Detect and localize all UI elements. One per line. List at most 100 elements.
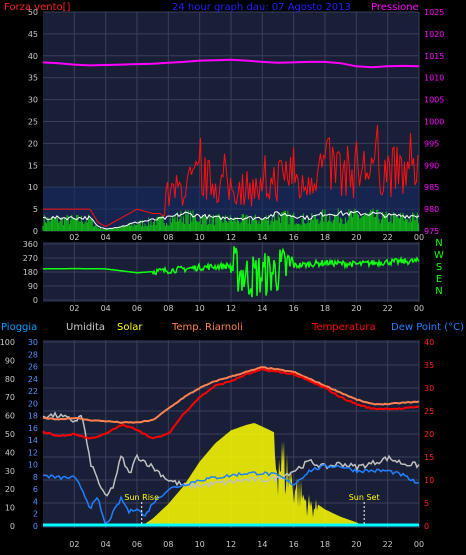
pressure-tick-label: 1020 — [424, 30, 444, 39]
wind-lines — [42, 58, 420, 230]
temperature-tick-label: 10 — [424, 476, 434, 485]
wind-x-tick-label: 14 — [257, 233, 267, 242]
humidity-series-line — [42, 411, 420, 497]
direction-x-tick-label: 00 — [414, 304, 424, 313]
humidity-tick-label: 30 — [28, 338, 38, 347]
pressure-tick-label: 985 — [424, 183, 439, 192]
direction-degree-ticks: 0 90 180 270 360 — [23, 240, 38, 305]
rain-tick-label: 100 — [0, 338, 15, 347]
humidity-tick-label: 8 — [33, 473, 38, 482]
pressure-tick-label: 975 — [424, 227, 439, 236]
direction-grid — [43, 242, 420, 302]
temperature-tick-label: 35 — [424, 361, 434, 370]
direction-x-tick-label: 12 — [226, 304, 236, 313]
direction-x-tick-label: 10 — [195, 304, 205, 313]
sun-annotations: Sun Rise Sun Set — [124, 493, 380, 524]
wind-x-tick-label: 06 — [132, 233, 142, 242]
wind-x-tick-label: 22 — [383, 233, 393, 242]
pressure-tick-label: 990 — [424, 161, 439, 170]
wind-tick-label: 0 — [33, 227, 38, 236]
direction-x-tick-label: 20 — [351, 304, 361, 313]
pressure-tick-label: 1005 — [424, 96, 444, 105]
gust-series-line — [43, 124, 419, 227]
compass-label: N — [435, 286, 442, 297]
legend-pioggia: Pioggia — [1, 322, 37, 333]
rain-tick-label: 50 — [5, 430, 15, 439]
wind-tick-label: 25 — [28, 118, 38, 127]
temperature-tick-label: 15 — [424, 453, 434, 462]
direction-x-ticks: 02 04 06 08 10 12 14 16 18 20 22 00 — [69, 304, 424, 313]
solar-area — [43, 423, 419, 526]
direction-x-tick-label: 22 — [383, 304, 393, 313]
rain-tick-label: 20 — [5, 485, 15, 494]
sunrise-label: Sun Rise — [124, 493, 159, 502]
temperature-x-tick-label: 00 — [414, 540, 424, 549]
direction-series-line — [43, 246, 420, 298]
pressure-tick-label: 1015 — [424, 52, 444, 61]
humidity-tick-label: 24 — [28, 375, 38, 384]
direction-x-tick-label: 18 — [320, 304, 330, 313]
pressure-tick-label: 1000 — [424, 118, 444, 127]
wind-x-tick-label: 16 — [289, 233, 299, 242]
wind-x-tick-label: 02 — [69, 233, 79, 242]
direction-x-tick-label: 02 — [69, 304, 79, 313]
pressure-right-ticks: 975 980 985 990 995 1000 1005 1010 1015 1020 1025 — [424, 8, 444, 236]
wind-tick-label: 50 — [28, 8, 38, 17]
temperature-tick-label: 5 — [424, 499, 429, 508]
rain-tick-label: 10 — [5, 504, 15, 513]
rain-tick-label: 60 — [5, 412, 15, 421]
temperature-x-tick-label: 02 — [69, 540, 79, 549]
rain-tick-label: 90 — [5, 356, 15, 365]
humidity-tick-label: 12 — [28, 448, 38, 457]
temperature-x-tick-label: 08 — [163, 540, 173, 549]
legend-solar: Solar — [117, 322, 143, 333]
wind-avg-series-line — [42, 210, 420, 230]
direction-tick-label: 0 — [33, 296, 38, 305]
legend-temp-riarnoli: Temp. Riarnoli — [171, 322, 243, 333]
pressure-tick-label: 1025 — [424, 8, 444, 17]
wind-tick-label: 10 — [28, 183, 38, 192]
humidity-tick-label: 4 — [33, 497, 38, 506]
wind-x-tick-label: 10 — [195, 233, 205, 242]
temperature-tick-label: 0 — [424, 522, 429, 531]
humidity-tick-label: 14 — [28, 436, 38, 445]
rain-tick-label: 40 — [5, 448, 15, 457]
wind-tick-label: 35 — [28, 74, 38, 83]
direction-tick-label: 90 — [28, 282, 38, 291]
temperature-x-ticks: 02 04 06 08 10 12 14 16 18 20 22 00 — [69, 540, 424, 549]
temperature-tick-label: 20 — [424, 430, 434, 439]
temperature-tick-label: 30 — [424, 384, 434, 393]
direction-line — [43, 246, 420, 298]
humidity-tick-label: 22 — [28, 387, 38, 396]
temperature-x-tick-label: 12 — [226, 540, 236, 549]
temperature-x-tick-label: 22 — [383, 540, 393, 549]
legend-temperatura: Temperatura — [311, 322, 376, 333]
humidity-tick-label: 2 — [33, 510, 38, 519]
direction-tick-label: 360 — [23, 240, 38, 249]
temperature-series-line — [42, 368, 419, 440]
direction-x-tick-label: 06 — [132, 304, 142, 313]
direction-x-tick-label: 08 — [163, 304, 173, 313]
solar-series-area — [43, 423, 419, 526]
temperature-x-tick-label: 14 — [257, 540, 267, 549]
wind-left-ticks: 0 5 10 15 20 25 30 35 40 45 50 — [28, 8, 38, 236]
wind-x-tick-label: 18 — [320, 233, 330, 242]
temperature-x-tick-label: 10 — [195, 540, 205, 549]
dew-point-series-line — [43, 463, 420, 525]
chart-title: 24 hour graph dau: 07 Agosto 2013 — [172, 2, 351, 13]
wind-x-ticks: 02 04 06 08 10 12 14 16 18 20 22 00 — [69, 233, 424, 242]
compass-label: S — [436, 262, 442, 273]
humidity-tick-label: 6 — [33, 485, 38, 494]
wind-x-tick-label: 04 — [101, 233, 111, 242]
rain-tick-label: 70 — [5, 393, 15, 402]
humidity-tick-label: 18 — [28, 412, 38, 421]
direction-x-tick-label: 04 — [101, 304, 111, 313]
temperature-x-tick-label: 04 — [101, 540, 111, 549]
compass-label: W — [434, 250, 444, 261]
wind-x-tick-label: 12 — [226, 233, 236, 242]
